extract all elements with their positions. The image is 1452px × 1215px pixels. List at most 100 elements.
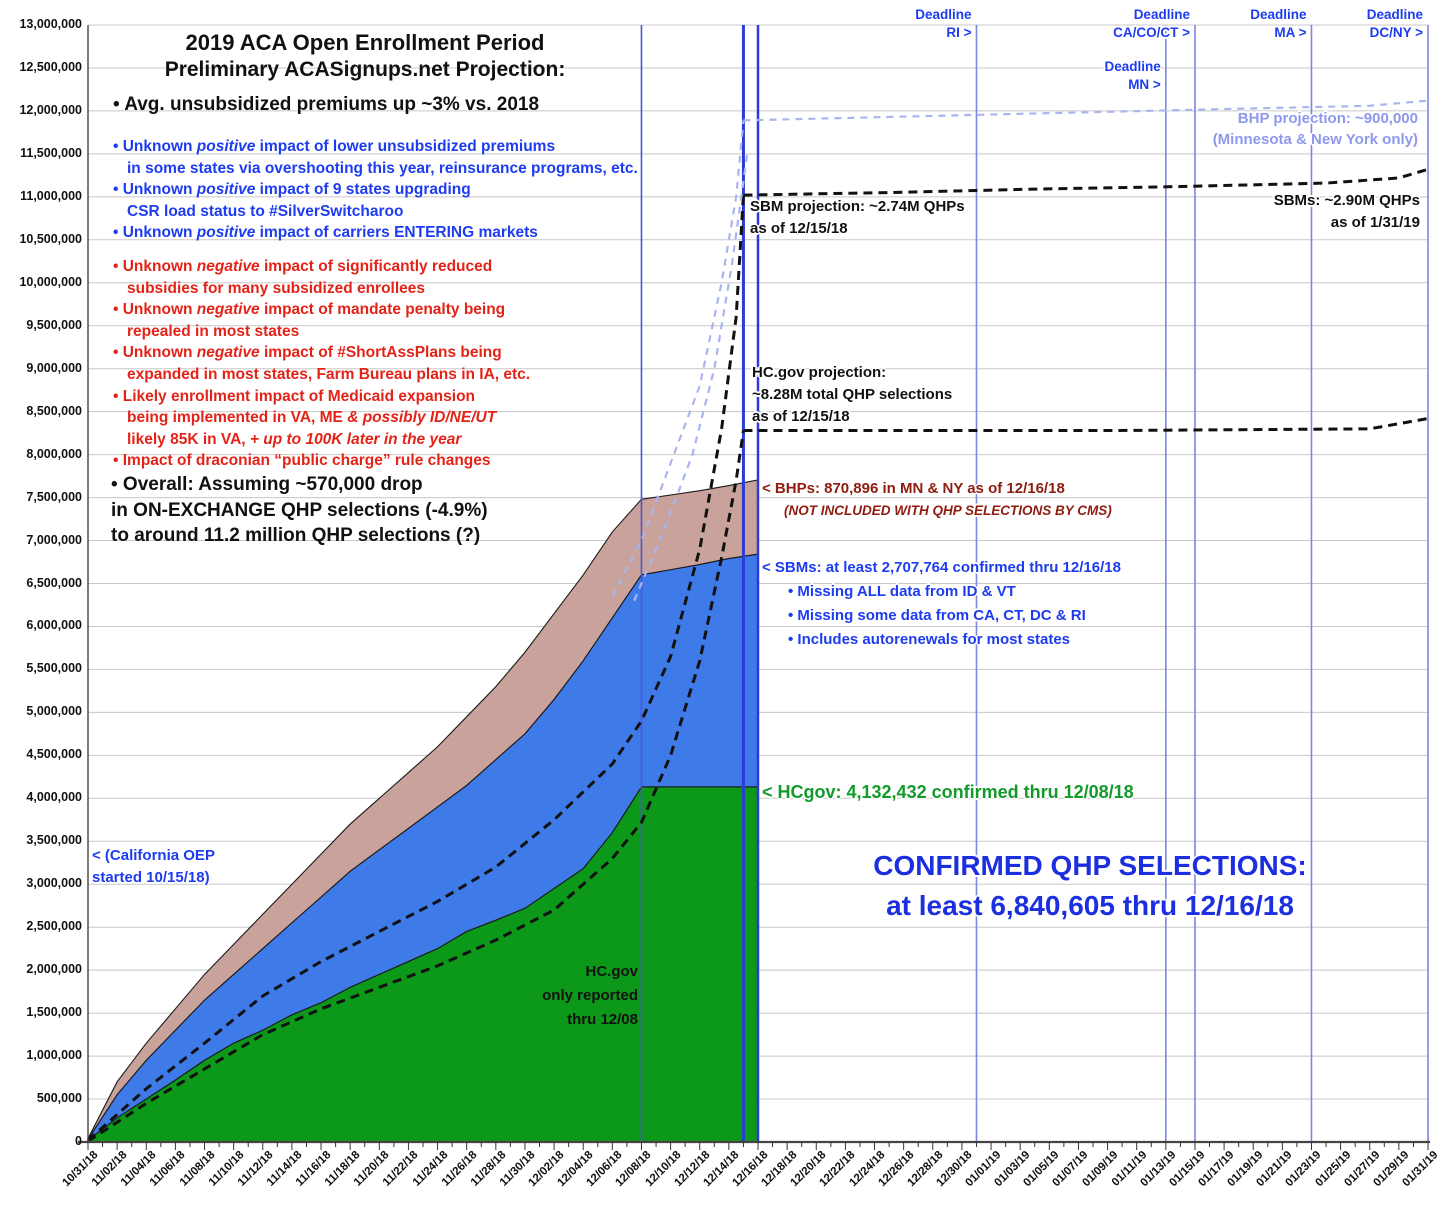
y-tick-label: 10,000,000 <box>19 274 82 289</box>
confirmed-total-line2: at least 6,840,605 thru 12/16/18 <box>886 890 1294 921</box>
sbm-confirmed-bullet1: • Missing ALL data from ID & VT <box>788 583 1016 600</box>
hcgov-reported-line3: thru 12/08 <box>567 1011 638 1028</box>
bhp-projection-label: BHP projection: ~900,000 (Minnesota & Ne… <box>1213 108 1418 150</box>
negative-factor-line: likely 85K in VA, + up to 100K later in … <box>127 430 462 448</box>
chart-title-line1: 2019 ACA Open Enrollment Period <box>185 30 545 55</box>
sbm-final-line2: as of 1/31/19 <box>1330 214 1420 231</box>
chart-title-line2: Preliminary ACASignups.net Projection: <box>164 58 566 81</box>
bhp-confirmed-line1: < BHPs: 870,896 in MN & NY as of 12/16/1… <box>762 480 1065 497</box>
hcgov-reported-line2: only reported <box>542 987 638 1004</box>
bhp-projection-line2: (Minnesota & New York only) <box>1212 131 1418 148</box>
positive-factor-line: CSR load status to #SilverSwitcharoo <box>127 202 404 220</box>
y-tick-label: 11,000,000 <box>20 188 82 203</box>
deadline-states: MN > <box>1128 77 1161 92</box>
bhp-confirmed-note: (NOT INCLUDED WITH QHP SELECTIONS BY CMS… <box>784 502 1112 518</box>
projection-dashed-line <box>743 167 1429 197</box>
sbm-confirmed-bullet3: • Includes autorenewals for most states <box>788 631 1070 648</box>
y-tick-label: 500,000 <box>36 1091 82 1106</box>
california-oep-note: < (California OEP started 10/15/18) <box>92 845 215 888</box>
overall-assumption-list: • Overall: Assuming ~570,000 drop in ON-E… <box>111 472 488 549</box>
y-tick-label: 13,000,000 <box>19 17 82 31</box>
positive-factor-line: • Unknown positive impact of lower unsub… <box>113 138 556 155</box>
y-tick-label: 8,500,000 <box>26 403 82 418</box>
hcgov-projection-label: HC.gov projection: ~8.28M total QHP sele… <box>752 362 952 428</box>
sbm-projection-line2: as of 12/15/18 <box>750 220 848 237</box>
sbm-projection-line1: SBM projection: ~2.74M QHPs <box>750 198 965 215</box>
negative-factor-line: subsidies for many subsidized enrollees <box>127 279 426 297</box>
hcgov-reported-note: HC.gov only reported thru 12/08 <box>438 960 638 1032</box>
projection-dashed-line <box>743 417 1429 433</box>
deadline-word: Deadline <box>1104 59 1161 74</box>
sbm-final-line1: SBMs: ~2.90M QHPs <box>1273 192 1420 209</box>
y-tick-label: 11,500,000 <box>20 145 82 160</box>
y-tick-label: 0 <box>75 1134 82 1148</box>
y-tick-label: 7,500,000 <box>26 489 82 504</box>
deadline-word: Deadline <box>1366 7 1423 22</box>
deadline-word: Deadline <box>915 7 972 22</box>
negative-factor-line: • Unknown negative impact of #ShortAssPl… <box>113 344 502 362</box>
negative-factor-line: repealed in most states <box>127 322 300 340</box>
negative-factor-line: • Impact of draconian “public charge” ru… <box>113 452 491 470</box>
y-tick-label: 9,000,000 <box>26 360 82 375</box>
sbm-confirmed-line1: < SBMs: at least 2,707,764 confirmed thr… <box>762 559 1121 576</box>
overall-line: • Overall: Assuming ~570,000 drop <box>111 474 423 495</box>
y-tick-label: 6,500,000 <box>26 575 82 590</box>
negative-factor-line: • Likely enrollment impact of Medicaid e… <box>113 387 476 405</box>
negative-factor-line: • Unknown negative impact of significant… <box>113 258 493 275</box>
y-tick-label: 1,000,000 <box>26 1048 82 1063</box>
y-tick-label: 5,500,000 <box>26 661 82 676</box>
deadline-word: Deadline <box>1133 7 1190 22</box>
projection-dashed-line <box>611 120 745 597</box>
confirmed-total-label: CONFIRMED QHP SELECTIONS: at least 6,840… <box>760 846 1420 926</box>
y-tick-label: 2,500,000 <box>26 919 82 934</box>
hcgov-reported-line1: HC.gov <box>585 963 639 980</box>
negative-factor-line: expanded in most states, Farm Bureau pla… <box>127 365 531 383</box>
deadline-states: RI > <box>946 25 972 40</box>
hcgov-confirmed-label: < HCgov: 4,132,432 confirmed thru 12/08/… <box>762 782 1134 802</box>
hcgov-projection-line1: HC.gov projection: <box>752 364 887 381</box>
y-tick-label: 9,500,000 <box>26 317 82 332</box>
deadline-label-ma: Deadline MA > <box>1250 6 1306 42</box>
deadline-word: Deadline <box>1250 7 1307 22</box>
california-line1: < (California OEP <box>92 847 215 864</box>
deadline-states: CA/CO/CT > <box>1113 25 1190 40</box>
deadline-label-mn: Deadline MN > <box>1105 58 1161 94</box>
hcgov-projection-line3: as of 12/15/18 <box>752 408 850 425</box>
positive-factor-line: in some states via overshooting this yea… <box>127 159 638 177</box>
deadline-states: MA > <box>1274 25 1307 40</box>
sbm-final-label: SBMs: ~2.90M QHPs as of 1/31/19 <box>1274 190 1420 234</box>
premium-note: • Avg. unsubsidized premiums up ~3% vs. … <box>113 94 540 115</box>
y-tick-label: 2,000,000 <box>26 962 82 977</box>
y-tick-label: 3,500,000 <box>26 833 82 848</box>
negative-factors-list: • Unknown negative impact of significant… <box>113 256 530 472</box>
sbm-confirmed-bullet2: • Missing some data from CA, CT, DC & RI <box>788 607 1086 624</box>
y-tick-label: 7,000,000 <box>26 532 82 547</box>
deadline-states: DC/NY > <box>1369 25 1423 40</box>
y-tick-label: 8,000,000 <box>26 446 82 461</box>
bhp-confirmed-label: < BHPs: 870,896 in MN & NY as of 12/16/1… <box>762 478 1112 521</box>
positive-factor-line: • Unknown positive impact of carriers EN… <box>113 224 538 242</box>
confirmed-total-line1: CONFIRMED QHP SELECTIONS: <box>873 850 1307 881</box>
projection-dashed-line <box>87 195 745 1142</box>
positive-factors-list: • Unknown positive impact of lower unsub… <box>113 136 638 244</box>
negative-factor-line: • Unknown negative impact of mandate pen… <box>113 301 506 319</box>
overall-line: in ON-EXCHANGE QHP selections (-4.9%) <box>111 499 488 521</box>
y-tick-label: 3,000,000 <box>26 876 82 891</box>
projection-dashed-line <box>633 149 749 602</box>
projection-dashed-line <box>87 430 745 1143</box>
y-tick-label: 5,000,000 <box>26 704 82 719</box>
bhp-projection-line1: BHP projection: ~900,000 <box>1237 110 1418 127</box>
y-tick-label: 4,500,000 <box>26 747 82 762</box>
deadline-label-ri: Deadline RI > <box>915 6 971 42</box>
hcgov-projection-line2: ~8.28M total QHP selections <box>752 386 953 403</box>
y-tick-label: 1,500,000 <box>26 1005 82 1020</box>
y-tick-label: 6,000,000 <box>26 618 82 633</box>
y-tick-label: 4,000,000 <box>26 790 82 805</box>
positive-factor-line: • Unknown positive impact of 9 states up… <box>113 181 471 199</box>
sbm-projection-label: SBM projection: ~2.74M QHPs as of 12/15/… <box>750 196 965 240</box>
deadline-label-dcny: Deadline DC/NY > <box>1367 6 1423 42</box>
hcgov-area <box>87 786 759 1143</box>
sbm-confirmed-label: < SBMs: at least 2,707,764 confirmed thr… <box>762 556 1121 652</box>
overall-line: to around 11.2 million QHP selections (?… <box>111 525 481 546</box>
